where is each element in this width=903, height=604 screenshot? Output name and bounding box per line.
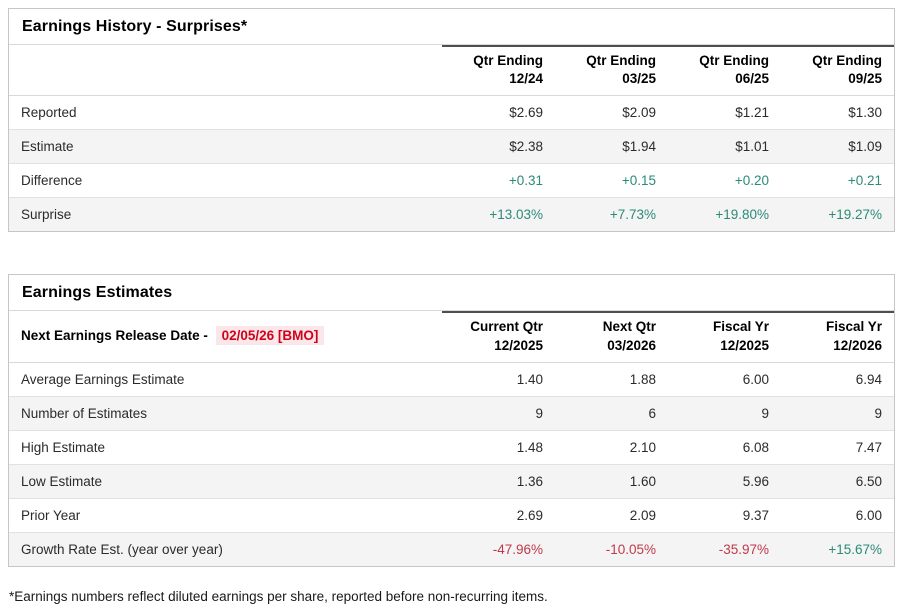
earnings-history-title: Earnings History - Surprises*	[9, 9, 894, 45]
cell-value: $1.09	[781, 129, 894, 165]
table-row-reported: Reported $2.69 $2.09 $1.21 $1.30	[9, 95, 894, 131]
cell-value: +19.27%	[828, 207, 882, 223]
column-header-line1: Fiscal Yr	[825, 319, 882, 335]
column-header-line1: Next Qtr	[602, 319, 656, 335]
cell-value: 2.09	[555, 498, 668, 533]
row-label: High Estimate	[9, 430, 442, 465]
cell-value: $1.21	[668, 95, 781, 131]
table-row-growth-rate-est: Growth Rate Est. (year over year) -47.96…	[9, 532, 894, 566]
cell-value: $2.38	[442, 129, 555, 165]
table-row-number-of-estimates: Number of Estimates 9 6 9 9	[9, 396, 894, 431]
earnings-estimates-card: Earnings Estimates Next Earnings Release…	[8, 274, 895, 567]
row-label: Growth Rate Est. (year over year)	[21, 541, 223, 557]
column-header-line2: 12/2025	[720, 337, 769, 353]
cell-value: 1.88	[555, 362, 668, 397]
column-header-line1: Qtr Ending	[586, 53, 656, 68]
cell-value: +7.73%	[609, 207, 656, 223]
row-label: Difference	[9, 163, 442, 199]
table-row-high-estimate: High Estimate 1.48 2.10 6.08 7.47	[9, 430, 894, 465]
column-header-line1: Current Qtr	[470, 319, 543, 335]
column-header-line2: 12/2025	[494, 337, 543, 353]
column-header-line2: 09/25	[848, 71, 882, 87]
release-date-badge: 02/05/26 [BMO]	[215, 326, 325, 346]
cell-value: +0.31	[442, 163, 555, 199]
cell-value: $2.69	[442, 95, 555, 131]
cell-value: 1.36	[442, 464, 555, 499]
cell-value: $1.30	[781, 95, 894, 131]
column-header-next-qtr: Next Qtr 03/2026	[555, 311, 668, 363]
column-header-line2: 03/2026	[607, 337, 656, 353]
earnings-history-header-row: Qtr Ending 12/24 Qtr Ending 03/25 Qtr En…	[9, 45, 894, 97]
row-label: Low Estimate	[9, 464, 442, 499]
earnings-footnote: *Earnings numbers reflect diluted earnin…	[9, 588, 548, 604]
earnings-estimates-title: Earnings Estimates	[9, 275, 894, 312]
cell-value: 9	[668, 396, 781, 431]
table-row-average-earnings-estimate: Average Earnings Estimate 1.40 1.88 6.00…	[9, 362, 894, 397]
row-label: Number of Estimates	[9, 396, 442, 431]
column-header-line1: Qtr Ending	[812, 53, 882, 68]
cell-value: +0.21	[781, 163, 894, 199]
column-header-qtr-0325: Qtr Ending 03/25	[555, 45, 668, 97]
cell-value: 6.94	[781, 362, 894, 397]
cell-value: 9	[442, 396, 555, 431]
cell-value: 9	[781, 396, 894, 431]
cell-value: +0.20	[668, 163, 781, 199]
cell-value: $1.94	[555, 129, 668, 165]
column-header-line1: Fiscal Yr	[712, 319, 769, 335]
column-header-line2: 12/2026	[833, 337, 882, 353]
cell-value: +19.80%	[715, 207, 769, 223]
table-row-difference: Difference +0.31 +0.15 +0.20 +0.21	[9, 163, 894, 199]
row-label: Reported	[9, 95, 442, 131]
column-header-qtr-0625: Qtr Ending 06/25	[668, 45, 781, 97]
column-header-fiscal-yr-2026: Fiscal Yr 12/2026	[781, 311, 894, 363]
cell-value: 1.60	[555, 464, 668, 499]
earnings-history-table: Qtr Ending 12/24 Qtr Ending 03/25 Qtr En…	[9, 45, 894, 232]
table-row-surprise: Surprise +13.03% +7.73% +19.80% +19.27%	[9, 197, 894, 232]
column-header-current-qtr: Current Qtr 12/2025	[442, 311, 555, 363]
column-header-qtr-1224: Qtr Ending 12/24	[442, 45, 555, 97]
cell-value: 7.47	[781, 430, 894, 465]
column-header-line2: 03/25	[622, 71, 656, 87]
next-earnings-release-date: Next Earnings Release Date - 02/05/26 [B…	[9, 312, 442, 363]
cell-value: $2.09	[555, 95, 668, 131]
cell-value: +15.67%	[828, 541, 882, 557]
column-header-line2: 12/24	[509, 71, 543, 87]
column-header-line2: 06/25	[735, 71, 769, 87]
cell-value: +0.15	[555, 163, 668, 199]
cell-value: 6	[555, 396, 668, 431]
cell-value: 6.08	[668, 430, 781, 465]
column-header-line1: Qtr Ending	[699, 53, 769, 68]
table-row-estimate: Estimate $2.38 $1.94 $1.01 $1.09	[9, 129, 894, 165]
column-header-qtr-0925: Qtr Ending 09/25	[781, 45, 894, 97]
table-row-prior-year: Prior Year 2.69 2.09 9.37 6.00	[9, 498, 894, 533]
earnings-estimates-table: Next Earnings Release Date - 02/05/26 [B…	[9, 311, 894, 566]
cell-value: 6.00	[781, 498, 894, 533]
cell-value: 6.50	[781, 464, 894, 499]
column-header-fiscal-yr-2025: Fiscal Yr 12/2025	[668, 311, 781, 363]
cell-value: 5.96	[668, 464, 781, 499]
cell-value: 1.48	[442, 430, 555, 465]
earnings-estimates-header-row: Next Earnings Release Date - 02/05/26 [B…	[9, 311, 894, 363]
cell-value: $1.01	[668, 129, 781, 165]
cell-value: -47.96%	[492, 541, 543, 557]
row-label: Surprise	[21, 207, 72, 223]
row-label: Estimate	[9, 129, 442, 165]
cell-value: 2.10	[555, 430, 668, 465]
cell-value: 1.40	[442, 362, 555, 397]
release-date-label: Next Earnings Release Date -	[21, 328, 212, 344]
row-label: Prior Year	[9, 498, 442, 533]
cell-value: -35.97%	[718, 541, 769, 557]
column-header-line1: Qtr Ending	[473, 53, 543, 68]
empty-header-cell	[9, 46, 442, 97]
cell-value: -10.05%	[605, 541, 656, 557]
cell-value: 2.69	[442, 498, 555, 533]
cell-value: 6.00	[668, 362, 781, 397]
table-row-low-estimate: Low Estimate 1.36 1.60 5.96 6.50	[9, 464, 894, 499]
cell-value: +13.03%	[489, 207, 543, 223]
earnings-history-card: Earnings History - Surprises* Qtr Ending…	[8, 8, 895, 233]
row-label: Average Earnings Estimate	[9, 362, 442, 397]
cell-value: 9.37	[668, 498, 781, 533]
